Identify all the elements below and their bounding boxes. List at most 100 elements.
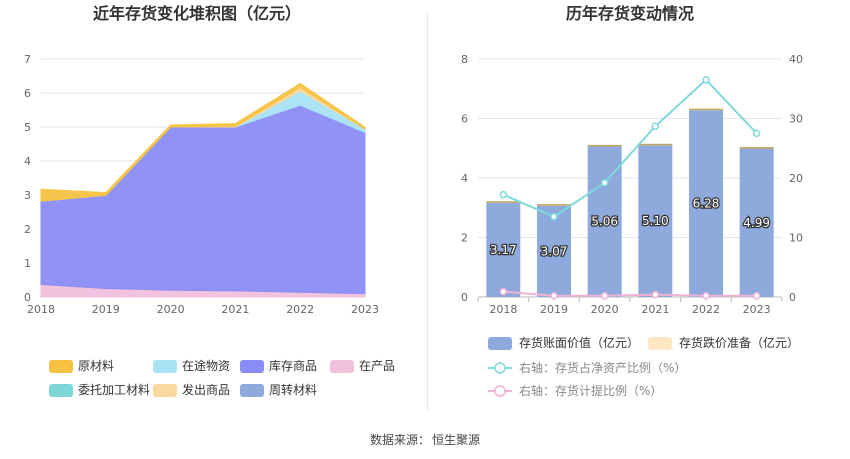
legend-item[interactable]: 右轴：存货计提比例（%）	[488, 383, 662, 398]
legend-item[interactable]: 在途物资	[153, 358, 230, 373]
legend-label: 委托加工材料	[78, 383, 150, 397]
inventory-bar[interactable]	[689, 110, 723, 297]
legend-swatch	[153, 384, 177, 397]
area-series-库存商品	[40, 104, 366, 295]
legend-marker	[494, 362, 506, 374]
legend-item[interactable]: 存货账面价值（亿元）	[488, 335, 639, 350]
line-point[interactable]	[600, 179, 609, 187]
inventory-bar[interactable]	[486, 202, 521, 297]
left-x-tick-label: 2021	[221, 303, 249, 316]
legend-item[interactable]: 右轴：存货占净资产比例（%）	[488, 360, 686, 375]
left-y-tick-label: 0	[24, 291, 31, 304]
provision-bar	[638, 143, 673, 146]
legend-item[interactable]: 存货跌价准备（亿元）	[648, 335, 799, 350]
legend-label: 发出商品	[182, 382, 230, 397]
legend-item[interactable]: 原材料	[49, 359, 114, 373]
right-x-tick-label: 2020	[591, 303, 619, 316]
legend-label: 右轴：存货计提比例（%）	[519, 383, 662, 398]
legend-item[interactable]: 发出商品	[153, 382, 230, 397]
line-series	[503, 290, 757, 297]
legend-swatch	[49, 360, 73, 373]
legend-label: 原材料	[78, 359, 114, 373]
right-chart-title: 历年存货变动情况	[566, 4, 694, 23]
bar-value-label: 3.07	[541, 244, 568, 258]
line-point[interactable]	[550, 292, 558, 300]
panel-divider	[427, 12, 428, 410]
left-y-tick-label: 2	[24, 223, 31, 236]
line-series	[502, 78, 758, 218]
legend-label: 存货账面价值（亿元）	[519, 335, 639, 350]
inventory-bar[interactable]	[739, 148, 774, 297]
right-axis-tick-label: 0	[789, 291, 796, 304]
right-axis-tick-label: 10	[789, 232, 803, 245]
left-axis-tick-label: 0	[461, 291, 468, 304]
legend-item[interactable]: 在产品	[330, 359, 395, 373]
left-y-tick-label: 4	[24, 155, 31, 168]
left-y-tick-label: 7	[24, 53, 31, 66]
left-y-tick-label: 3	[24, 189, 31, 202]
left-axis-tick-label: 4	[461, 172, 468, 185]
legend-label: 存货跌价准备（亿元）	[679, 335, 799, 350]
left-x-tick-label: 2020	[157, 303, 185, 316]
stacked-area-chart: 近年存货变化堆积图（亿元） 0 1 2 3 4 5 6 7 2018 2019 2020 2021 202…	[24, 4, 395, 397]
left-x-tick-label: 2022	[286, 303, 314, 316]
line-point[interactable]	[702, 76, 710, 84]
line-point[interactable]	[752, 129, 761, 138]
left-axis-tick-label: 2	[461, 232, 468, 245]
right-axis-tick-label: 30	[789, 113, 803, 126]
left-y-tick-label: 6	[24, 87, 31, 100]
line-point[interactable]	[702, 292, 710, 300]
legend-swatch	[648, 337, 672, 350]
inventory-bar[interactable]	[537, 205, 571, 297]
right-x-tick-label: 2022	[692, 303, 720, 316]
bar-value-label: 6.28	[693, 197, 720, 211]
right-x-tick-label: 2023	[743, 303, 771, 316]
data-source-value: 恒生聚源	[432, 433, 481, 447]
legend-swatch	[240, 384, 264, 397]
line-point[interactable]	[550, 212, 558, 221]
line-point[interactable]	[499, 190, 508, 199]
line-point[interactable]	[651, 122, 660, 130]
provision-bar	[739, 147, 774, 149]
legend-label: 在途物资	[182, 358, 230, 373]
right-axis-tick-label: 40	[789, 53, 803, 66]
bar-value-label: 3.17	[490, 243, 517, 257]
inventory-combo-chart: 历年存货变动情况 0 2 4 6 8 0 10 20 30 40 2018 2019 2020 2021 20…	[461, 4, 803, 398]
line-point[interactable]	[752, 292, 761, 300]
provision-bar	[689, 108, 723, 111]
legend-swatch	[49, 384, 73, 397]
left-y-tick-label: 5	[24, 121, 31, 134]
left-x-tick-label: 2019	[92, 303, 120, 316]
right-x-tick-label: 2019	[540, 303, 568, 316]
legend-item[interactable]: 周转材料	[240, 382, 317, 397]
inventory-bar[interactable]	[638, 145, 673, 297]
legend-label: 库存商品	[269, 358, 317, 373]
legend-item[interactable]: 委托加工材料	[49, 383, 150, 397]
right-x-tick-label: 2018	[489, 303, 517, 316]
left-axis-tick-label: 6	[461, 113, 468, 126]
legend-swatch	[153, 360, 177, 373]
bar-value-label: 5.10	[642, 214, 669, 228]
data-source: 数据来源： 恒生聚源	[0, 431, 850, 448]
area-series-原材料	[40, 82, 366, 202]
left-x-tick-label: 2018	[27, 303, 55, 316]
line-point[interactable]	[651, 290, 660, 299]
legend-swatch	[488, 337, 512, 350]
bar-value-label: 5.06	[591, 215, 618, 229]
provision-bar	[587, 144, 622, 147]
bar-value-label: 4.99	[743, 216, 770, 230]
left-y-tick-label: 1	[24, 257, 31, 270]
legend-item[interactable]: 库存商品	[240, 358, 317, 373]
legend-swatch	[330, 360, 354, 373]
line-point[interactable]	[499, 287, 508, 296]
legend-label: 周转材料	[269, 382, 317, 397]
legend-label: 右轴：存货占净资产比例（%）	[519, 360, 686, 375]
provision-bar	[486, 201, 521, 203]
line-point[interactable]	[600, 292, 609, 300]
provision-bar	[537, 204, 571, 206]
legend-marker	[494, 385, 506, 397]
right-axis-tick-label: 20	[789, 172, 803, 185]
right-x-tick-label: 2021	[641, 303, 669, 316]
data-source-label: 数据来源：	[369, 433, 430, 447]
